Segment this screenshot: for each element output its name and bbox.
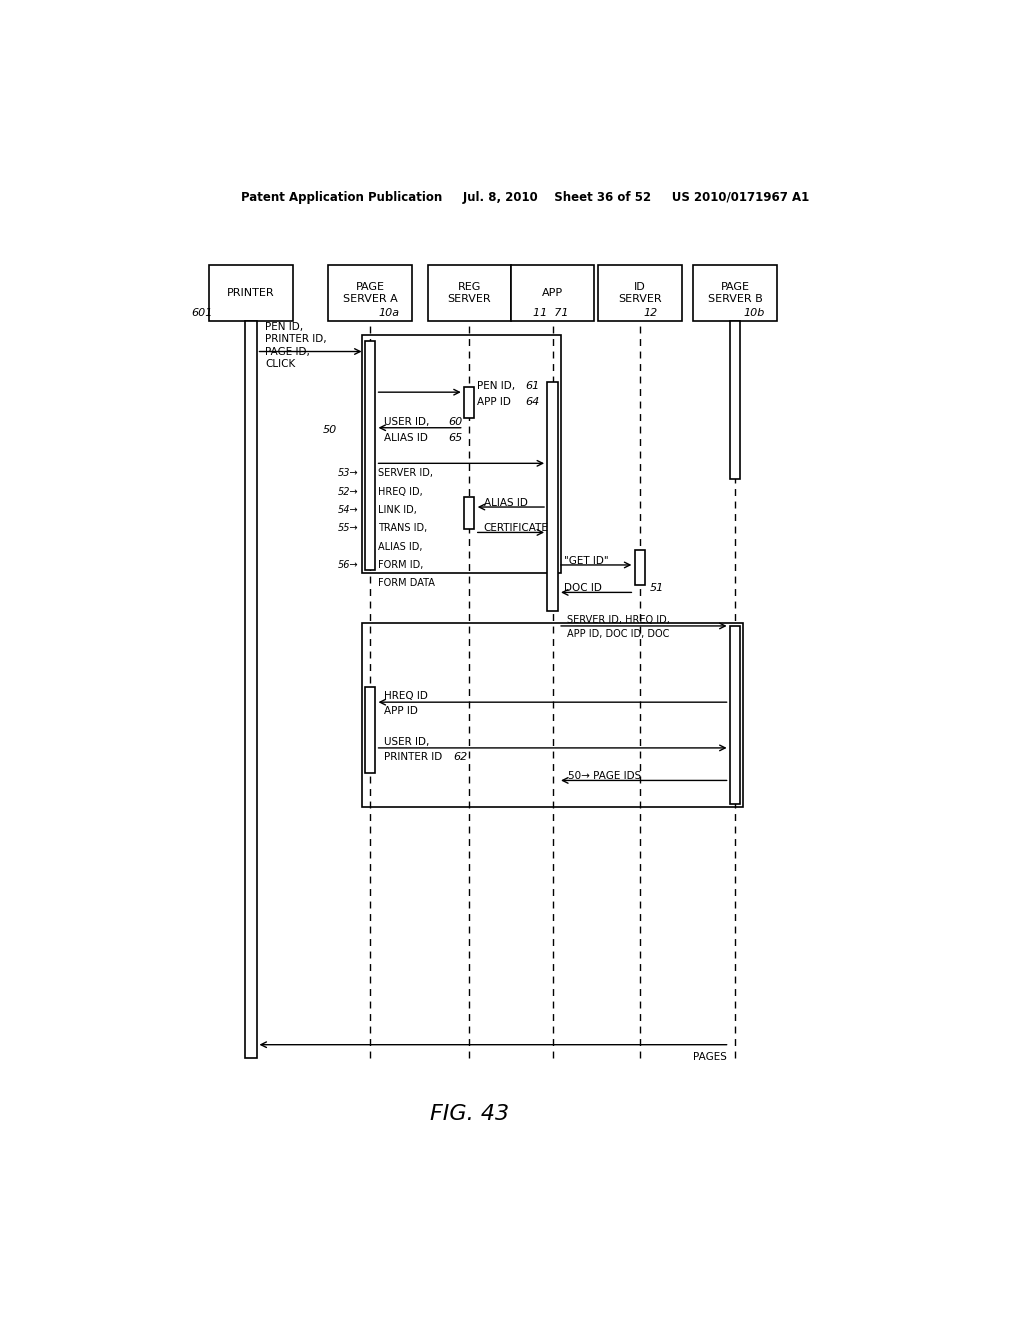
Text: PAGE ID,: PAGE ID, [265,347,310,356]
Text: APP ID: APP ID [384,706,418,717]
Bar [209,265,293,321]
Bar [246,321,257,1057]
Text: 60: 60 [449,417,463,426]
Bar [598,265,682,321]
Bar [464,496,474,529]
Text: 53→: 53→ [338,469,358,478]
Bar [362,335,560,573]
Text: APP: APP [542,288,563,298]
Text: 56→: 56→ [338,560,358,570]
Text: HREQ ID,: HREQ ID, [378,487,423,496]
Text: HREQ ID: HREQ ID [384,692,428,701]
Text: PRINTER ID,: PRINTER ID, [265,334,327,345]
Text: 52→: 52→ [338,487,358,496]
Text: PAGE
SERVER B: PAGE SERVER B [708,282,763,304]
Bar [548,381,558,611]
Text: DOC ID: DOC ID [564,583,602,593]
Text: 50→ PAGE IDS: 50→ PAGE IDS [568,771,642,781]
Text: 51: 51 [649,583,664,593]
Text: CLICK: CLICK [265,359,296,368]
Text: ALIAS ID: ALIAS ID [384,433,428,444]
Bar [362,623,743,807]
Text: 62: 62 [454,752,468,762]
Bar [693,265,777,321]
Text: 61: 61 [524,381,539,391]
Text: FORM ID,: FORM ID, [378,560,423,570]
Bar [730,626,740,804]
Text: APP ID: APP ID [477,397,511,408]
Text: PAGE
SERVER A: PAGE SERVER A [343,282,397,304]
Bar [365,686,375,774]
Text: 50: 50 [323,425,337,434]
Text: FIG. 43: FIG. 43 [430,1104,509,1123]
Bar [730,321,740,479]
Text: TRANS ID,: TRANS ID, [378,523,427,533]
Text: APP ID, DOC ID, DOC: APP ID, DOC ID, DOC [567,630,670,639]
Text: ID
SERVER: ID SERVER [618,282,662,304]
Text: ALIAS ID: ALIAS ID [483,498,527,508]
Text: USER ID,: USER ID, [384,737,430,747]
Text: 601: 601 [191,308,213,318]
Bar [365,342,375,570]
Text: CERTIFICATE: CERTIFICATE [483,523,549,533]
Text: 11  71: 11 71 [532,308,568,318]
Bar [428,265,511,321]
Text: LINK ID,: LINK ID, [378,506,417,515]
Text: 12: 12 [644,308,658,318]
Bar [464,387,474,417]
Text: 10b: 10b [743,308,764,318]
Text: PRINTER ID: PRINTER ID [384,752,442,762]
Text: 54→: 54→ [338,506,358,515]
Text: 65: 65 [449,433,463,444]
Text: USER ID,: USER ID, [384,417,430,426]
Text: SERVER ID, HREQ ID,: SERVER ID, HREQ ID, [567,615,670,624]
Bar [635,549,645,585]
Text: ALIAS ID,: ALIAS ID, [378,541,423,552]
Text: FORM DATA: FORM DATA [378,578,435,589]
Text: SERVER ID,: SERVER ID, [378,469,433,478]
Text: REG
SERVER: REG SERVER [447,282,492,304]
Text: Patent Application Publication     Jul. 8, 2010    Sheet 36 of 52     US 2010/01: Patent Application Publication Jul. 8, 2… [241,190,809,203]
Text: PAGES: PAGES [693,1052,727,1061]
Bar [511,265,594,321]
Text: "GET ID": "GET ID" [564,556,609,566]
Text: 64: 64 [524,397,539,408]
Bar [329,265,412,321]
Text: 55→: 55→ [338,523,358,533]
Text: PEN ID,: PEN ID, [265,322,303,333]
Text: PEN ID,: PEN ID, [477,381,515,391]
Text: 10a: 10a [378,308,399,318]
Text: PRINTER: PRINTER [227,288,274,298]
